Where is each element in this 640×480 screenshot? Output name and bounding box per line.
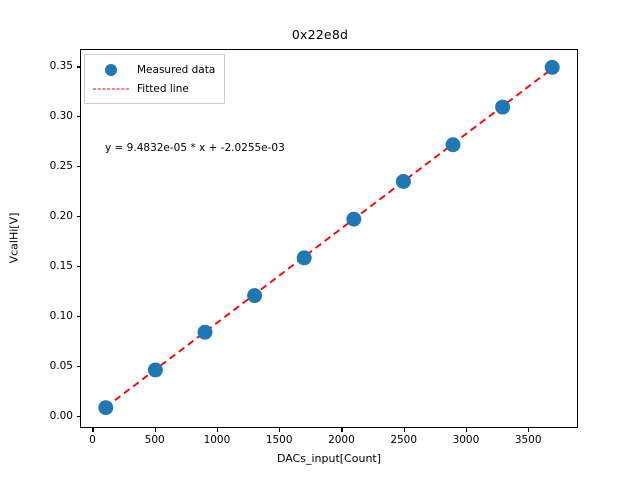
x-tick-mark [465, 428, 468, 432]
y-tick-label: 0.20 [49, 210, 73, 223]
data-point [147, 362, 163, 378]
plot-svg [98, 59, 560, 416]
y-tick-mark [76, 315, 80, 317]
data-point [247, 288, 263, 304]
data-point [98, 400, 114, 416]
fitted-line [105, 67, 553, 408]
y-tick-label: 0.30 [49, 110, 73, 123]
y-tick-mark [76, 265, 80, 268]
fitted-line-series [105, 67, 553, 408]
y-tick-mark [76, 415, 80, 417]
circle-marker-icon [105, 63, 117, 76]
x-tick-label: 3000 [452, 434, 480, 446]
x-tick-mark [154, 428, 156, 432]
data-point [544, 59, 560, 75]
x-tick-label: 2500 [390, 434, 418, 446]
legend-line-swatch [92, 81, 130, 97]
legend-label-measured-data: Measured data [137, 63, 216, 76]
y-tick-mark [76, 66, 80, 68]
data-point [346, 211, 362, 227]
y-tick-label: 0.00 [49, 409, 73, 422]
dashed-line-icon [93, 88, 129, 89]
chart-title: 0x22e8d [291, 27, 349, 42]
x-tick-mark [528, 428, 530, 432]
data-point [395, 173, 411, 189]
y-tick-label: 0.05 [49, 359, 73, 372]
x-tick-label: 2000 [328, 434, 355, 446]
legend-item-measured-data: Measured data [92, 60, 215, 79]
x-tick-mark [403, 428, 405, 432]
legend-label-fitted-line: Fitted line [137, 82, 189, 95]
legend-item-fitted-line: Fitted line [92, 79, 215, 98]
fit-equation-annotation: y = 9.4832e-05 * x + -2.0255e-03 [105, 142, 285, 154]
data-point [495, 99, 511, 115]
data-point [445, 137, 461, 153]
y-tick-mark [76, 166, 80, 168]
x-axis-label: DACs_input[Count] [276, 452, 382, 465]
y-tick-mark [76, 216, 80, 218]
y-tick-label: 0.25 [49, 160, 73, 173]
y-tick-label: 0.15 [49, 259, 73, 272]
y-tick-mark [76, 365, 80, 367]
y-axis-label: VcalHi[V] [7, 212, 21, 264]
data-point [197, 324, 213, 340]
measured-data-series [98, 59, 560, 416]
plot-area [80, 49, 578, 428]
x-tick-label: 3500 [514, 434, 542, 446]
legend-marker-swatch [92, 62, 130, 78]
legend-box: Measured data Fitted line [84, 54, 226, 104]
x-tick-label: 1500 [265, 434, 293, 446]
x-tick-mark [92, 428, 94, 432]
x-tick-mark [216, 428, 219, 432]
y-tick-label: 0.35 [49, 60, 73, 73]
data-point [296, 250, 312, 266]
y-tick-label: 0.10 [49, 309, 73, 322]
x-tick-label: 0 [89, 434, 96, 446]
x-tick-mark [279, 428, 281, 432]
y-tick-mark [76, 116, 80, 118]
x-tick-mark [341, 428, 343, 432]
x-tick-label: 500 [144, 434, 165, 446]
x-tick-label: 1000 [203, 434, 231, 446]
